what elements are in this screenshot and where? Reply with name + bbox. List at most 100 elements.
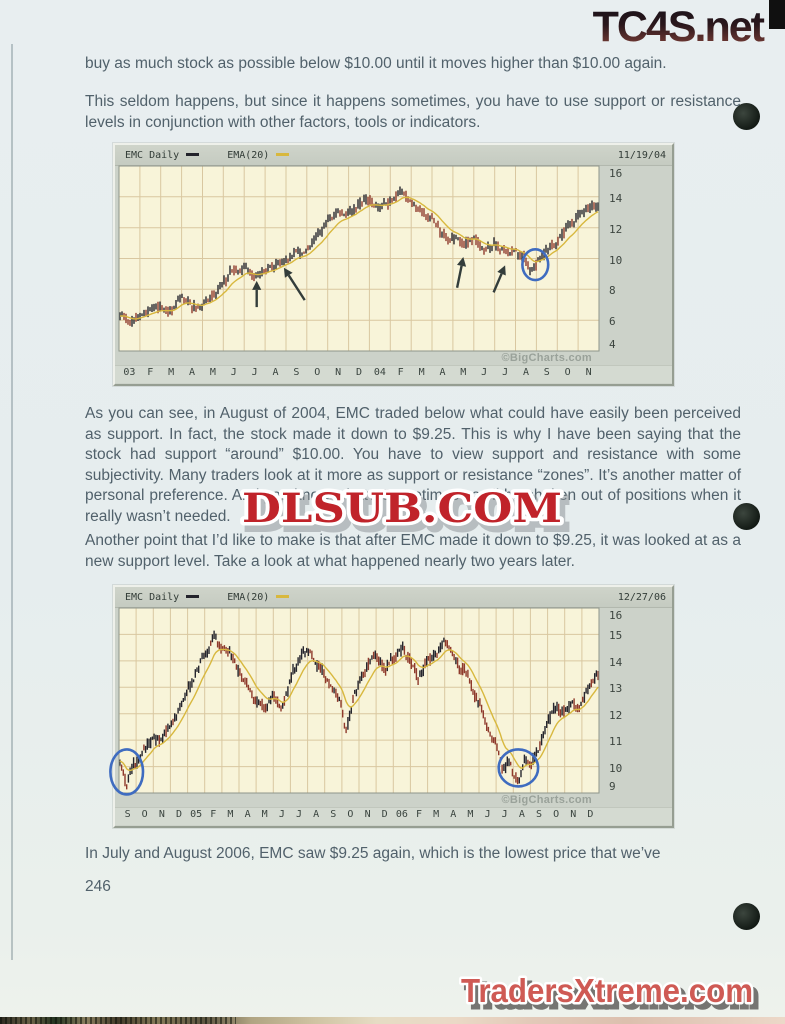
x-axis-tick-label: A <box>522 367 530 378</box>
x-axis-tick-label: F <box>147 367 154 378</box>
paragraph-1: buy as much stock as possible below $10.… <box>85 55 667 72</box>
annotation-arrowhead <box>497 265 506 276</box>
price-series-swatch <box>186 595 200 598</box>
x-axis-tick-label: F <box>397 367 404 378</box>
tradersxtreme-logo: TradersXtreme.com TradersXtreme.com <box>459 970 761 1015</box>
plot-border <box>118 165 600 352</box>
x-axis-labels: S O N D 05 F M A M J J A S O N D 06 F M A M J J A S O N D <box>119 809 599 824</box>
emc-daily-chart-2006: EMC Daily EMA(20) 12/27/06 16 15 14 13 12 11 10 9 ©… <box>109 585 674 828</box>
x-axis-tick-label: J <box>295 809 303 820</box>
x-axis-tick-label: D <box>175 809 183 820</box>
x-axis-tick-label: O <box>314 367 321 378</box>
y-axis-tick-label: 14 <box>609 655 623 669</box>
ema-line <box>119 196 599 320</box>
x-axis-tick-label: O <box>564 367 571 378</box>
page-number: 246 <box>85 878 111 895</box>
bigcharts-watermark: ©BigCharts.com <box>501 794 592 806</box>
punch-hole-top <box>733 103 760 130</box>
chart-header: EMC Daily EMA(20) 12/27/06 <box>115 587 672 608</box>
y-axis-tick-label: 16 <box>609 609 623 622</box>
x-axis-tick-label: S <box>330 809 337 820</box>
x-axis-tick-label: M <box>418 367 425 378</box>
x-axis-tick-label: J <box>484 809 491 820</box>
paragraph-5: In July and August 2006, EMC saw $9.25 a… <box>85 845 661 862</box>
x-axis-tick-label: O <box>347 809 354 820</box>
tradersxtreme-logo-shadow: TradersXtreme.com <box>466 977 758 1014</box>
x-axis-labels: 03 F M A M J J A S O N D 04 F M A M J J A S O N <box>119 367 599 382</box>
x-axis-tick-label: D <box>381 809 388 820</box>
y-axis-tick-label: 4 <box>609 338 616 351</box>
y-axis-tick-label: 16 <box>609 167 623 180</box>
x-axis-tick-label: S <box>543 367 550 378</box>
price-bars-dark <box>119 630 598 784</box>
chart-legend: EMC Daily EMA(20) <box>125 591 290 603</box>
chart-legend: EMC Daily EMA(20) <box>125 149 290 161</box>
chart-symbol-label: EMC Daily <box>125 149 180 161</box>
x-axis-tick-label: D <box>355 367 363 378</box>
x-axis-tick-label: J <box>230 367 237 378</box>
emc-daily-chart-2004: EMC Daily EMA(20) 11/19/04 16 14 12 10 8 6 4 ©BigC… <box>113 143 674 386</box>
chart-footer: ©BigCharts.com 03 F M A M J J A S O N D 04 F M A M J J A S O N <box>115 351 672 384</box>
x-axis-tick-label: D <box>587 809 594 820</box>
grid-lines <box>119 166 599 351</box>
paragraph-3: As you can see, in August of 2004, EMC t… <box>85 405 741 525</box>
x-axis-tick-label: J <box>251 367 258 378</box>
scan-corner-black <box>769 0 785 29</box>
price-series-swatch <box>186 153 200 156</box>
tradersxtreme-logo-text: TradersXtreme.com <box>461 972 753 1009</box>
x-axis-tick-label: M <box>227 809 234 820</box>
annotation-arrowhead <box>457 257 467 267</box>
x-axis-tick-label: O <box>553 809 560 820</box>
chart-canvas <box>118 165 600 352</box>
x-axis-tick-label: N <box>335 367 342 378</box>
x-axis-tick-label: F <box>415 809 423 820</box>
x-axis-tick-label: S <box>293 367 300 378</box>
x-axis-tick-label: A <box>188 367 196 378</box>
x-axis-tick-label: F <box>210 809 217 820</box>
ema-overlay-label: EMA(20) <box>227 149 270 161</box>
y-axis-tick-label: 13 <box>609 682 623 696</box>
x-axis-band <box>115 807 672 825</box>
x-axis-tick-label: A <box>518 809 525 820</box>
y-axis-tick-label: 9 <box>609 780 616 793</box>
y-axis-tick-label: 8 <box>609 284 616 298</box>
x-axis-tick-label: M <box>209 367 216 378</box>
x-axis-tick-label: O <box>141 809 148 820</box>
chart-body: 16 14 12 10 8 6 4 <box>115 165 672 352</box>
x-axis-tick-label: S <box>535 809 543 820</box>
ema-overlay-label: EMA(20) <box>227 591 270 603</box>
page-edge-line <box>11 44 13 960</box>
dlsub-watermark: DLSUB.COM DLSUB.COM <box>239 482 572 541</box>
y-axis-tick-label: 12 <box>609 708 623 722</box>
grid-lines <box>119 608 599 793</box>
tc4s-logo: TC4S.net <box>593 3 765 50</box>
punch-hole-bottom <box>733 903 760 930</box>
chart-header: EMC Daily EMA(20) 11/19/04 <box>115 145 672 166</box>
bigcharts-watermark: ©BigCharts.com <box>501 352 592 364</box>
x-axis-tick-label: N <box>585 367 592 378</box>
x-axis-tick-label: 04 <box>373 367 386 378</box>
x-axis-tick-label: M <box>460 367 467 378</box>
x-axis-tick-label: J <box>278 809 285 820</box>
x-axis-band <box>115 365 672 383</box>
x-axis-tick-label: A <box>313 809 320 820</box>
y-axis-tick-label: 6 <box>609 315 616 329</box>
ema-series-swatch <box>276 595 290 598</box>
x-axis-tick-label: M <box>168 367 175 378</box>
annotation-arrowhead <box>283 267 293 278</box>
chart-date-label: 12/27/06 <box>617 591 666 603</box>
x-axis-tick-label: N <box>158 809 165 820</box>
ema-line <box>119 648 599 772</box>
x-axis-tick-label: A <box>439 367 446 378</box>
plot-border <box>118 607 600 794</box>
y-axis-tick-label: 10 <box>609 761 623 775</box>
chart-symbol-label: EMC Daily <box>125 591 180 603</box>
x-axis-tick-label: 06 <box>395 809 408 820</box>
x-axis-tick-label: A <box>272 367 279 378</box>
y-axis-tick-label: 15 <box>609 629 623 643</box>
x-axis-tick-label: J <box>501 809 508 820</box>
x-axis-tick-label: M <box>467 809 474 820</box>
paragraph-4: Another point that I’d like to make is t… <box>85 532 741 570</box>
annotation-circle <box>109 748 145 796</box>
